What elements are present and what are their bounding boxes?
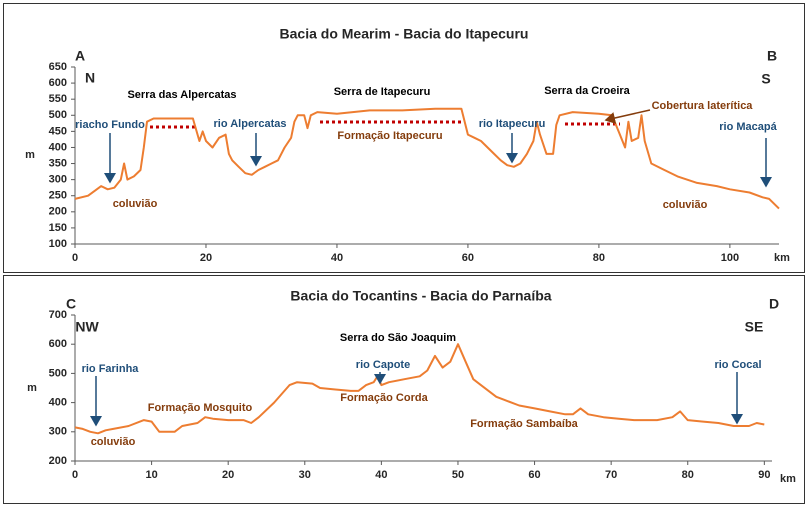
y-tick-label: 450: [49, 125, 67, 137]
y-tick-label: 550: [49, 93, 67, 105]
annotation: rio Alpercatas: [214, 118, 287, 130]
corner-label: C: [66, 296, 76, 312]
y-tick-label: 500: [49, 367, 67, 379]
x-tick-label: 70: [605, 469, 617, 481]
y-tick-label: 600: [49, 77, 67, 89]
annotation: coluvião: [663, 199, 708, 211]
x-axis-label: km: [774, 252, 790, 264]
corner-label: N: [85, 70, 95, 86]
annotation: rio Capote: [356, 359, 410, 371]
x-tick-label: 0: [72, 469, 78, 481]
annotation: riacho Fundo: [75, 119, 145, 131]
corner-label: NW: [75, 319, 99, 335]
annotation: coluvião: [91, 436, 136, 448]
annotation: Formação Sambaíba: [470, 418, 578, 430]
annotation: Serra das Alpercatas: [127, 89, 236, 101]
x-tick-label: 90: [758, 469, 770, 481]
corner-label: B: [767, 48, 777, 64]
y-axis-label: m: [25, 149, 35, 161]
x-tick-label: 20: [222, 469, 234, 481]
annotation: Serra da Croeira: [544, 85, 630, 97]
chart-title: Bacia do Mearim - Bacia do Itapecuru: [280, 26, 529, 42]
annotation: rio Farinha: [82, 363, 140, 375]
y-tick-label: 400: [49, 397, 67, 409]
x-tick-label: 50: [452, 469, 464, 481]
x-tick-label: 0: [72, 252, 78, 264]
annotation: rio Cocal: [714, 359, 761, 371]
x-tick-label: 20: [200, 252, 212, 264]
x-tick-label: 10: [145, 469, 157, 481]
panel-frame: [3, 275, 805, 504]
chart-title: Bacia do Tocantins - Bacia do Parnaíba: [290, 288, 551, 304]
y-tick-label: 300: [49, 174, 67, 186]
annotation: Formação Corda: [340, 392, 428, 404]
corner-label: S: [761, 71, 770, 87]
corner-label: A: [75, 48, 85, 64]
y-axis-label: m: [27, 382, 37, 394]
y-tick-label: 500: [49, 109, 67, 121]
annotation: rio Macapá: [719, 121, 777, 133]
y-tick-label: 200: [49, 206, 67, 218]
panel-frame: [3, 3, 805, 273]
x-tick-label: 30: [299, 469, 311, 481]
x-tick-label: 40: [375, 469, 387, 481]
annotation: Serra do São Joaquim: [340, 332, 456, 344]
y-tick-label: 150: [49, 222, 67, 234]
x-axis-label: km: [780, 473, 796, 485]
x-tick-label: 100: [721, 252, 739, 264]
y-tick-label: 100: [49, 238, 67, 250]
y-tick-label: 300: [49, 426, 67, 438]
annotation: Formação Itapecuru: [337, 130, 442, 142]
corner-label: D: [769, 296, 779, 312]
x-tick-label: 60: [528, 469, 540, 481]
x-tick-label: 80: [682, 469, 694, 481]
x-tick-label: 40: [331, 252, 343, 264]
y-tick-label: 600: [49, 338, 67, 350]
y-tick-label: 700: [49, 309, 67, 321]
annotation: Formação Mosquito: [148, 402, 253, 414]
arrow: [604, 109, 651, 124]
annotation: Serra de Itapecuru: [334, 86, 431, 98]
y-tick-label: 400: [49, 141, 67, 153]
y-tick-label: 250: [49, 190, 67, 202]
x-tick-label: 80: [593, 252, 605, 264]
y-tick-label: 350: [49, 157, 67, 169]
y-tick-label: 200: [49, 455, 67, 467]
annotation: Cobertura laterítica: [652, 100, 754, 112]
corner-label: SE: [745, 319, 764, 335]
x-tick-label: 60: [462, 252, 474, 264]
annotation: coluvião: [113, 198, 158, 210]
y-tick-label: 650: [49, 61, 67, 73]
profile-line: [74, 343, 765, 435]
profile-line: [74, 107, 780, 210]
annotation: rio Itapecuru: [479, 118, 546, 130]
